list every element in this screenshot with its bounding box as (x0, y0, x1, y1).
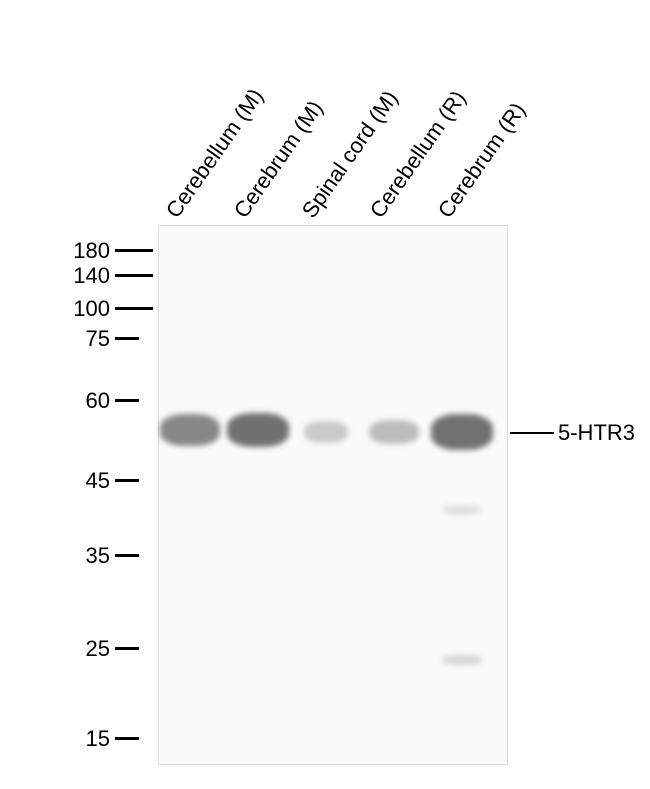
marker-label: 35 (60, 543, 110, 569)
marker-tick (115, 737, 139, 740)
marker-label: 45 (60, 468, 110, 494)
marker-tick (115, 554, 139, 557)
marker-tick (115, 479, 139, 482)
target-label: 5-HTR3 (558, 420, 635, 446)
marker-label: 75 (60, 326, 110, 352)
marker-label: 180 (60, 238, 110, 264)
marker-label: 25 (60, 636, 110, 662)
marker-tick (115, 399, 139, 402)
blot-band (443, 505, 481, 515)
blot-band (160, 414, 220, 446)
marker-label: 15 (60, 726, 110, 752)
marker-label: 140 (60, 263, 110, 289)
blot-area (158, 225, 508, 765)
marker-tick (115, 274, 153, 277)
marker-tick (115, 307, 153, 310)
marker-tick (115, 337, 139, 340)
marker-label: 100 (60, 296, 110, 322)
blot-band (304, 421, 348, 443)
marker-tick (115, 249, 153, 252)
blot-band (431, 414, 493, 450)
blot-band (369, 420, 419, 444)
figure-container: Cerebellum (M)Cerebrum (M)Spinal cord (M… (0, 0, 650, 789)
blot-band (442, 655, 482, 665)
blot-band (227, 413, 289, 447)
target-line (510, 432, 554, 434)
marker-label: 60 (60, 388, 110, 414)
marker-tick (115, 647, 139, 650)
target-text: 5-HTR3 (558, 420, 635, 445)
